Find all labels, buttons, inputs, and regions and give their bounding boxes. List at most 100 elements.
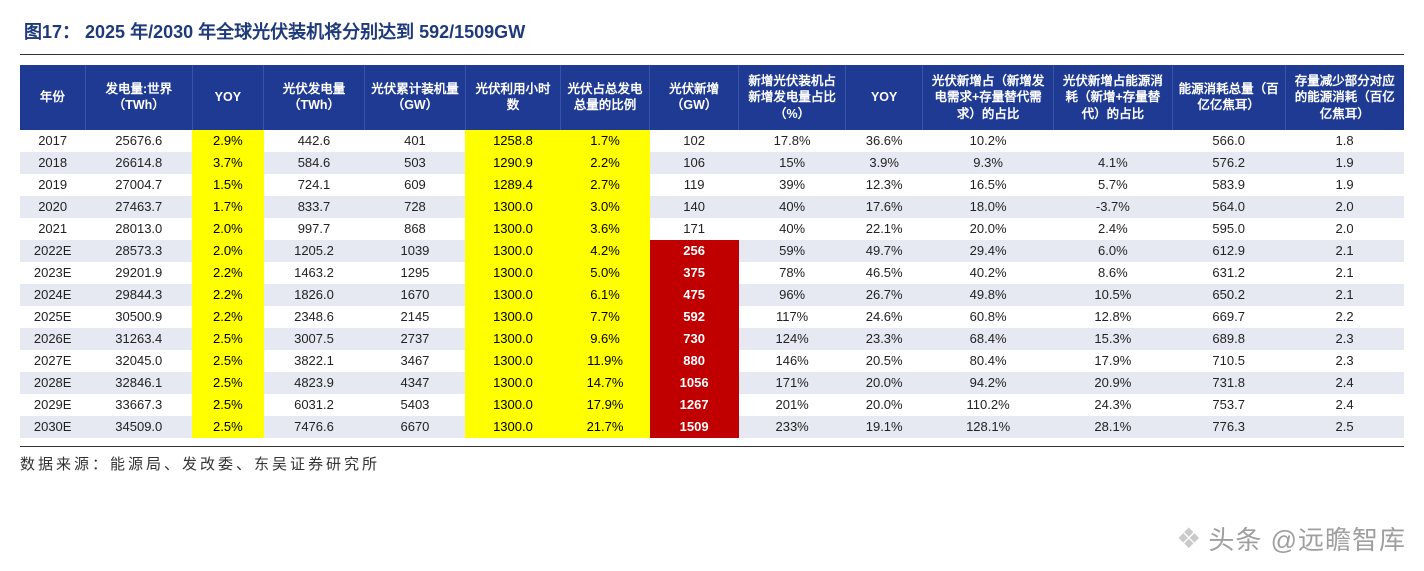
cell: 3007.5 [264,328,365,350]
data-source: 数据来源：能源局、发改委、东吴证券研究所 [20,446,1404,474]
cell: 2.2% [192,284,263,306]
cell: 728 [364,196,465,218]
cell: 2.5% [192,350,263,372]
cell: 26614.8 [85,152,192,174]
cell: 20.9% [1053,372,1172,394]
cell: 2.4 [1285,372,1404,394]
cell: 833.7 [264,196,365,218]
cell: 880 [650,350,739,372]
cell: 36.6% [846,130,923,152]
cell: 2.0 [1285,196,1404,218]
cell: 1290.9 [465,152,560,174]
cell: 1300.0 [465,350,560,372]
cell: 68.4% [923,328,1054,350]
cell: 2017 [20,130,85,152]
cell: 1039 [364,240,465,262]
col-header-9: YOY [846,65,923,130]
cell: 60.8% [923,306,1054,328]
cell: 631.2 [1172,262,1285,284]
cell: 731.8 [1172,372,1285,394]
table-row: 201826614.83.7%584.65031290.92.2%10615%3… [20,152,1404,174]
cell: 1300.0 [465,328,560,350]
cell: 2.1 [1285,284,1404,306]
cell: 96% [739,284,846,306]
cell: 776.3 [1172,416,1285,438]
cell: 669.7 [1172,306,1285,328]
cell: 1826.0 [264,284,365,306]
cell: 29.4% [923,240,1054,262]
cell: 4.2% [560,240,649,262]
cell: 33667.3 [85,394,192,416]
cell: 106 [650,152,739,174]
cell: 21.7% [560,416,649,438]
cell: 59% [739,240,846,262]
table-body: 201725676.62.9%442.64011258.81.7%10217.8… [20,130,1404,438]
cell: 40% [739,218,846,240]
cell: 39% [739,174,846,196]
cell: 2.3 [1285,350,1404,372]
table-row: 2023E29201.92.2%1463.212951300.05.0%3757… [20,262,1404,284]
cell: 475 [650,284,739,306]
cell: 10.5% [1053,284,1172,306]
cell: 17.9% [560,394,649,416]
cell: 40.2% [923,262,1054,284]
cell: 9.6% [560,328,649,350]
cell: 2.0 [1285,218,1404,240]
cell: 584.6 [264,152,365,174]
cell: 2021 [20,218,85,240]
cell: 2737 [364,328,465,350]
cell: 2029E [20,394,85,416]
cell: 1289.4 [465,174,560,196]
cell: 2022E [20,240,85,262]
cell: 566.0 [1172,130,1285,152]
cell: 1300.0 [465,262,560,284]
cell: -3.7% [1053,196,1172,218]
cell: 49.8% [923,284,1054,306]
cell: 2.2% [192,262,263,284]
cell: 2020 [20,196,85,218]
cell: 7.7% [560,306,649,328]
cell: 730 [650,328,739,350]
col-header-11: 光伏新增占能源消耗（新增+存量替代）的占比 [1053,65,1172,130]
cell: 753.7 [1172,394,1285,416]
cell: 29201.9 [85,262,192,284]
cell: 12.8% [1053,306,1172,328]
table-row: 2028E32846.12.5%4823.943471300.014.7%105… [20,372,1404,394]
cell: 46.5% [846,262,923,284]
cell: 2023E [20,262,85,284]
cell: 20.5% [846,350,923,372]
cell: 40% [739,196,846,218]
cell: 28573.3 [85,240,192,262]
cell: 2.2 [1285,306,1404,328]
cell: 2.1 [1285,262,1404,284]
cell: 27004.7 [85,174,192,196]
col-header-6: 光伏占总发电总量的比例 [560,65,649,130]
cell: 9.3% [923,152,1054,174]
cell: 110.2% [923,394,1054,416]
cell: 28013.0 [85,218,192,240]
cell: 2.2% [560,152,649,174]
cell: 2018 [20,152,85,174]
cell: 401 [364,130,465,152]
table-row: 2022E28573.32.0%1205.210391300.04.2%2565… [20,240,1404,262]
cell: 1205.2 [264,240,365,262]
cell: 31263.4 [85,328,192,350]
cell: 1.7% [192,196,263,218]
watermark-icon: ❖ [1176,522,1202,555]
cell: 2.0% [192,240,263,262]
cell: 19.1% [846,416,923,438]
cell: 27463.7 [85,196,192,218]
cell: 2348.6 [264,306,365,328]
cell: 2.5% [192,416,263,438]
table-row: 2024E29844.32.2%1826.016701300.06.1%4759… [20,284,1404,306]
cell: 3.7% [192,152,263,174]
cell: 2019 [20,174,85,196]
cell: 3.9% [846,152,923,174]
cell: 724.1 [264,174,365,196]
cell: 117% [739,306,846,328]
cell: 17.8% [739,130,846,152]
cell: 15.3% [1053,328,1172,350]
cell: 23.3% [846,328,923,350]
table-row: 201725676.62.9%442.64011258.81.7%10217.8… [20,130,1404,152]
cell: 24.3% [1053,394,1172,416]
